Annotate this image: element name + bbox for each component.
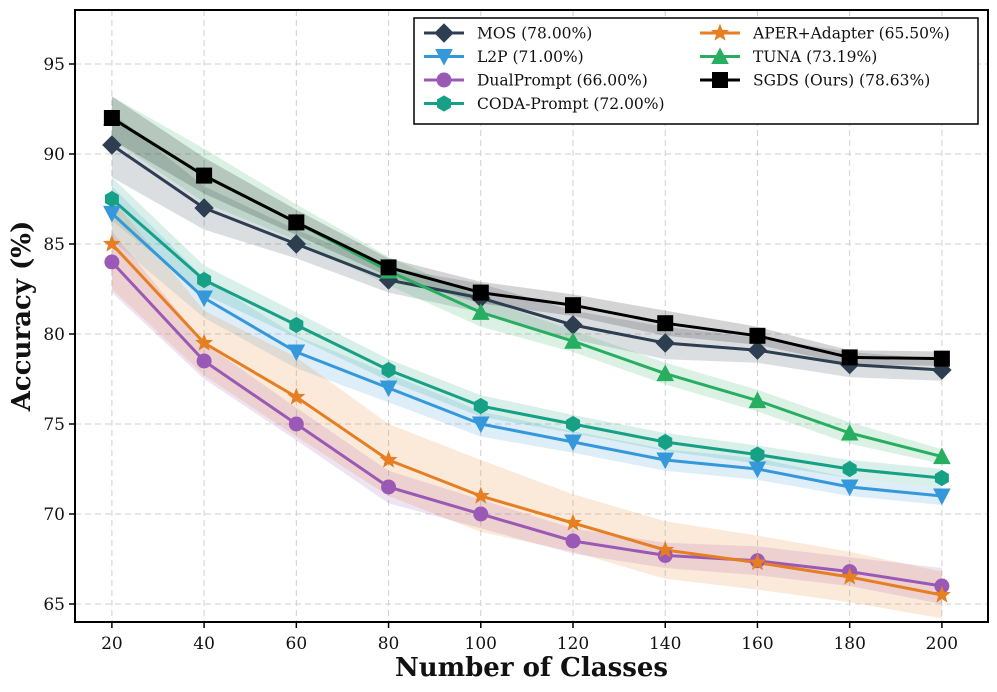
- legend-marker-sgds: [713, 73, 728, 88]
- x-tick-label: 120: [557, 634, 589, 654]
- point-sgds: [381, 260, 396, 275]
- x-tick-label: 100: [465, 634, 497, 654]
- y-tick-label: 70: [43, 505, 65, 525]
- point-sgds: [289, 215, 304, 230]
- point-coda-prompt: [843, 462, 856, 477]
- x-tick-label: 20: [101, 634, 123, 654]
- point-coda-prompt: [474, 399, 487, 414]
- y-tick-label: 75: [43, 415, 65, 435]
- point-dualprompt: [289, 417, 303, 431]
- point-sgds: [104, 111, 119, 126]
- point-coda-prompt: [659, 435, 672, 450]
- y-tick-label: 90: [43, 145, 65, 165]
- point-coda-prompt: [751, 447, 764, 462]
- x-tick-label: 160: [741, 634, 773, 654]
- point-coda-prompt: [935, 471, 948, 486]
- y-tick-label: 65: [43, 595, 65, 615]
- x-tick-label: 140: [649, 634, 681, 654]
- point-sgds: [934, 351, 949, 366]
- x-tick-label: 200: [926, 634, 958, 654]
- x-tick-label: 60: [286, 634, 308, 654]
- point-coda-prompt: [567, 417, 580, 432]
- legend-label-dualprompt: DualPrompt (66.00%): [477, 72, 648, 90]
- point-coda-prompt: [290, 318, 303, 333]
- legend-label-tuna: TUNA (73.19%): [753, 48, 877, 66]
- y-tick-label: 85: [43, 235, 65, 255]
- point-dualprompt: [105, 255, 119, 269]
- point-sgds: [566, 298, 581, 313]
- y-tick-label: 95: [43, 55, 65, 75]
- point-sgds: [750, 328, 765, 343]
- legend-marker-coda-prompt: [438, 96, 451, 111]
- x-axis-label: Number of Classes: [395, 653, 668, 683]
- point-coda-prompt: [105, 192, 118, 207]
- legend-marker-dualprompt: [437, 73, 451, 87]
- chart: 20 40 60 80 100 120 140 160 180 200 65 70 75 80 85 90 95…: [0, 0, 997, 692]
- point-dualprompt: [474, 507, 488, 521]
- x-tick-label: 40: [193, 634, 215, 654]
- legend-label-aper-adapter: APER+Adapter (65.50%): [752, 25, 950, 43]
- legend-label-l2p: L2P (71.00%): [477, 48, 584, 66]
- point-sgds: [658, 316, 673, 331]
- y-axis-label: Accuracy (%): [7, 221, 37, 413]
- point-dualprompt: [382, 480, 396, 494]
- legend: MOS (78.00%) L2P (71.00%) DualPrompt (66.0…: [414, 18, 978, 124]
- x-tick-label: 180: [833, 634, 865, 654]
- legend-label-mos: MOS (78.00%): [477, 25, 592, 43]
- legend-label-coda-prompt: CODA-Prompt (72.00%): [477, 95, 665, 113]
- confidence-bands: [112, 96, 942, 618]
- point-sgds: [197, 168, 212, 183]
- y-tick-label: 80: [43, 325, 65, 345]
- point-sgds: [842, 350, 857, 365]
- legend-label-sgds: SGDS (Ours) (78.63%): [753, 72, 930, 90]
- x-tick-label: 80: [378, 634, 400, 654]
- point-coda-prompt: [198, 273, 211, 288]
- point-dualprompt: [197, 354, 211, 368]
- point-dualprompt: [566, 534, 580, 548]
- point-sgds: [473, 285, 488, 300]
- point-coda-prompt: [382, 363, 395, 378]
